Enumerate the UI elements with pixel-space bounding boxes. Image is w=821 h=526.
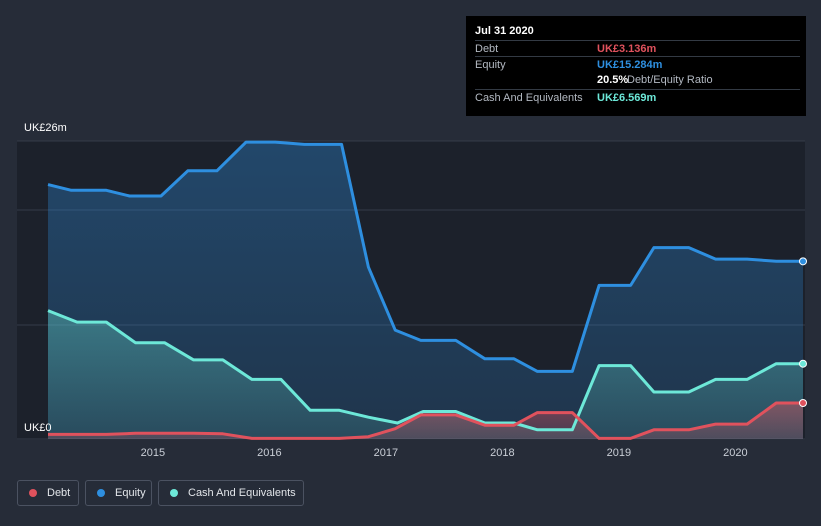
cash-dot-icon [170, 489, 178, 497]
legend-equity-label: Equity [115, 487, 146, 499]
equity-dot-icon [97, 489, 105, 497]
tooltip-row-equity: Equity UK£15.284m [475, 56, 800, 73]
x-tick-label: 2016 [257, 447, 282, 459]
tooltip-ratio-value: 20.5% [597, 74, 629, 86]
tooltip-debt-value: UK£3.136m [597, 43, 657, 55]
debt-line [48, 401, 803, 440]
x-tick-label: 2015 [140, 447, 166, 459]
tooltip-row-debt: Debt UK£3.136m [475, 40, 800, 57]
debt-dot-icon [29, 489, 37, 497]
tooltip-panel: Jul 31 2020 Debt UK£3.136m Equity UK£15.… [466, 16, 806, 116]
tooltip-date: Jul 31 2020 [475, 25, 534, 37]
x-tick-label: 2020 [723, 447, 748, 459]
tooltip-row-ratio: 20.5% Debt/Equity Ratio [475, 72, 800, 88]
equity-end-marker [799, 257, 807, 266]
tooltip-equity-label: Equity [475, 59, 506, 71]
series-end-markers [799, 257, 807, 408]
tooltip-row-cash: Cash And Equivalents UK£6.569m [475, 89, 800, 106]
debt-end-marker [799, 399, 807, 408]
tooltip-debt-label: Debt [475, 43, 499, 55]
debt-area [48, 403, 803, 439]
cash-and-equivalents-line [47, 309, 803, 432]
legend-cash-label: Cash And Equivalents [188, 487, 296, 499]
y-axis-top-label: UK£26m [24, 122, 67, 134]
tooltip-ratio-label: Debt/Equity Ratio [627, 74, 713, 86]
cash-and-equivalents-end-marker [799, 359, 807, 368]
cash-and-equivalents-area [48, 310, 803, 439]
x-tick-label: 2017 [373, 447, 399, 459]
legend-equity-button[interactable]: Equity [85, 480, 152, 506]
y-axis-bottom-label: UK£0 [24, 422, 52, 434]
equity-line [47, 140, 803, 373]
tooltip-cash-value: UK£6.569m [597, 92, 657, 104]
legend-debt-button[interactable]: Debt [17, 480, 79, 506]
tooltip-cash-label: Cash And Equivalents [475, 92, 583, 104]
series-lines [47, 140, 803, 440]
x-tick-label: 2018 [490, 447, 515, 459]
x-tick-label: 2019 [606, 447, 632, 459]
legend-cash-button[interactable]: Cash And Equivalents [158, 480, 304, 506]
legend-debt-label: Debt [47, 487, 71, 499]
tooltip-equity-value: UK£15.284m [597, 59, 663, 71]
